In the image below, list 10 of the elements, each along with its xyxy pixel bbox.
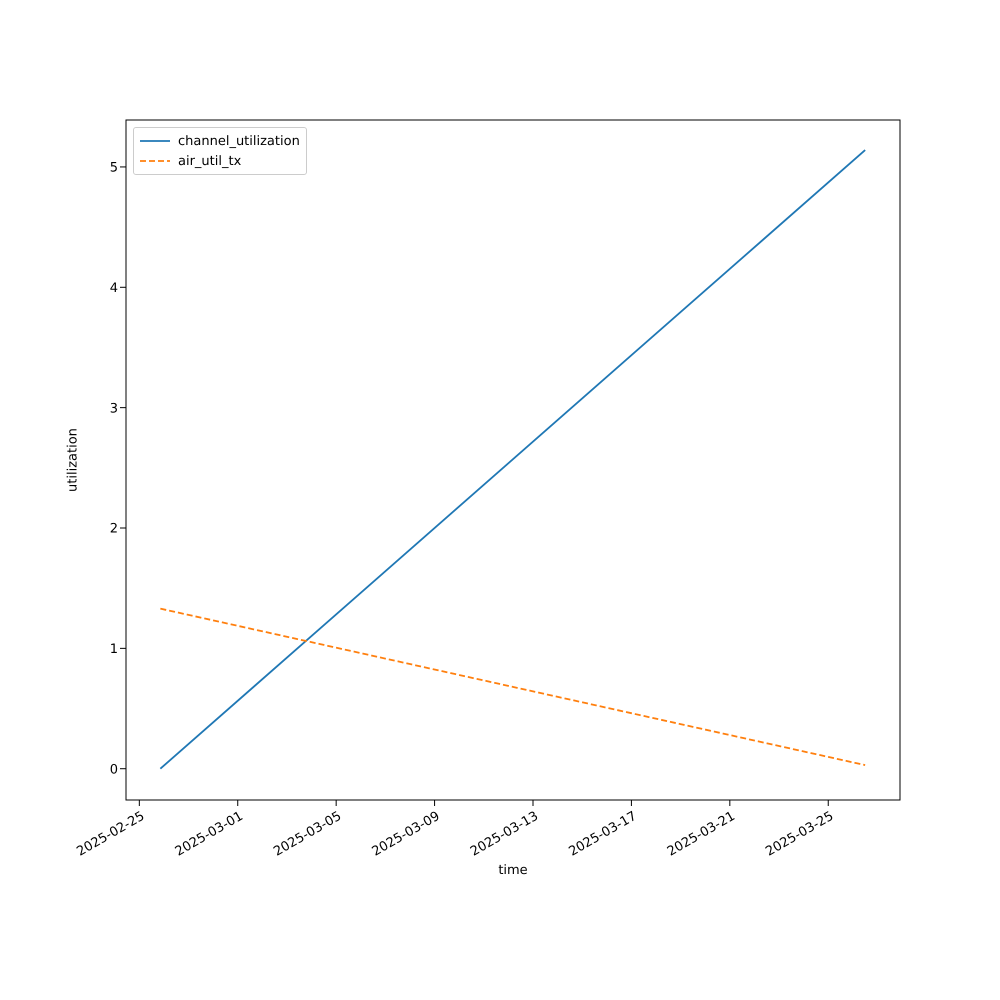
y-tick-label: 2 (110, 522, 118, 537)
x-axis-title: time (498, 863, 528, 878)
y-tick-label: 3 (110, 401, 118, 416)
y-tick-label: 5 (110, 160, 118, 176)
legend-label: air_util_tx (178, 154, 242, 168)
y-tick-label: 4 (110, 280, 118, 296)
y-tick-label: 0 (110, 762, 118, 778)
y-axis-title: utilization (66, 428, 81, 492)
legend-label: channel_utilization (178, 134, 300, 148)
y-tick-label: 1 (110, 642, 118, 657)
